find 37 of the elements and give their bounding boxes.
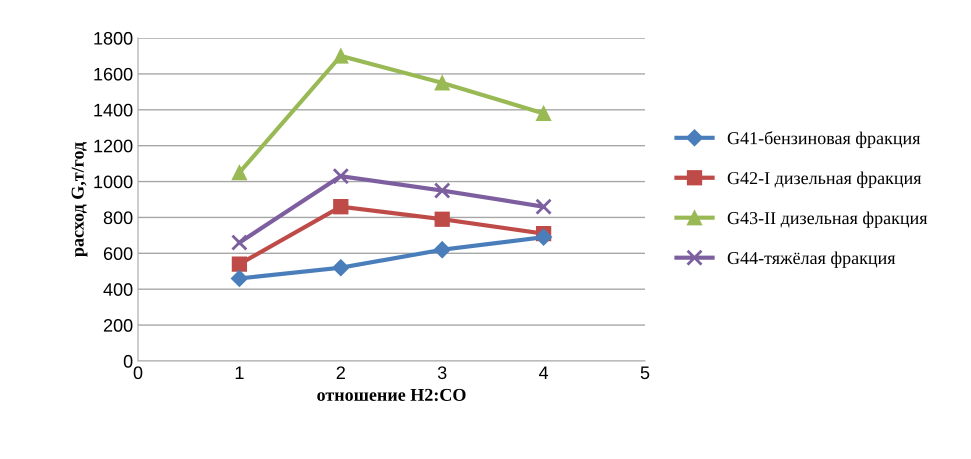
y-tick-label: 0 [124,354,132,368]
y-tick-label: 600 [104,247,132,260]
point [535,228,552,246]
point [232,256,248,272]
x-tick-label: 4 [538,366,548,379]
point [232,164,248,180]
y-tick-label: 1400 [94,104,132,116]
point [332,259,350,276]
x-tick-label: 2 [336,366,345,379]
x-tick-label: 3 [438,366,446,380]
legend-label: G43-II дизельная фракция [728,211,928,228]
y-tick-label: 1600 [94,68,132,81]
legend-label: G42-I дизельная фракция [728,172,922,188]
point [434,212,450,227]
x-tick-label: 5 [640,366,650,380]
point [332,168,350,185]
point [434,182,451,199]
legend-label: G41-бензиновая фракция [728,131,920,148]
point [434,241,451,258]
point [230,270,248,288]
y-axis-title: расход G,т/год [72,142,88,257]
x-tick-label: 1 [236,366,244,379]
point [536,106,552,122]
x-axis-title: отношение H2:CO [317,388,466,402]
y-tick-label: 400 [103,283,132,296]
point [535,198,552,216]
y-tick-label: 1200 [94,140,132,152]
legend-label: G44-тяжёлая фракция [728,251,896,268]
y-tick-label: 1800 [94,32,132,45]
point [231,234,248,251]
point [333,199,348,214]
y-tick-label: 200 [104,319,132,332]
point [333,48,348,64]
x-tick-label: 0 [134,366,142,380]
point [434,75,450,90]
y-tick-label: 800 [104,211,132,224]
y-tick-label: 1000 [94,175,132,188]
